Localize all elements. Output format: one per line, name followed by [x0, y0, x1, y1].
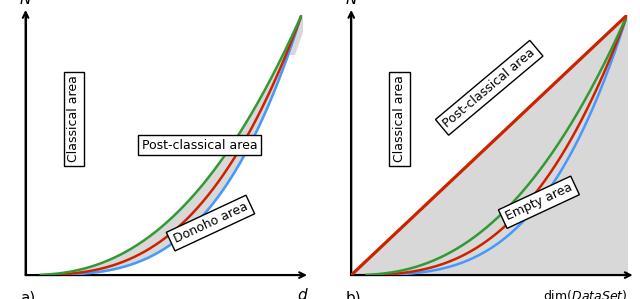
- Text: N: N: [20, 0, 31, 7]
- Text: a): a): [20, 291, 35, 299]
- Text: Post-classical area: Post-classical area: [141, 138, 257, 152]
- Text: b): b): [346, 291, 362, 299]
- Text: Post-classical area: Post-classical area: [441, 46, 538, 130]
- Text: Classical area: Classical area: [393, 76, 406, 162]
- Text: Classical area: Classical area: [67, 76, 81, 162]
- Text: d: d: [298, 288, 307, 299]
- Text: dim($\mathit{DataSet}$): dim($\mathit{DataSet}$): [543, 288, 627, 299]
- Text: Empty area: Empty area: [504, 181, 574, 223]
- Text: Donoho area: Donoho area: [172, 200, 250, 246]
- Text: N: N: [346, 0, 357, 7]
